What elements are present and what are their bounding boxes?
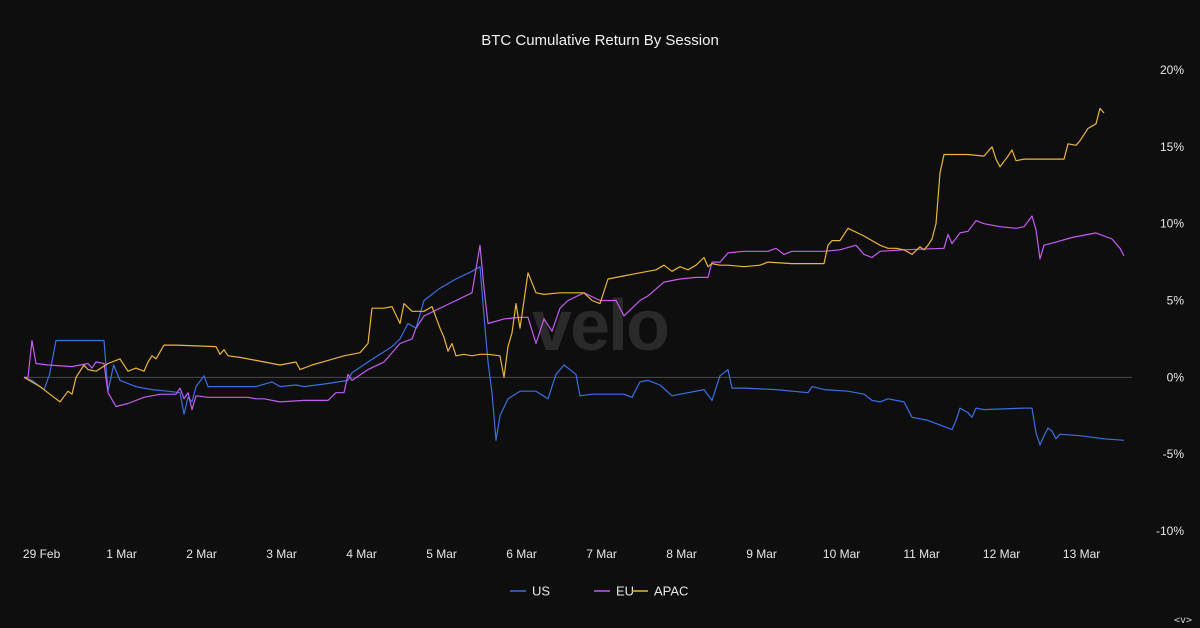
x-tick-label: 6 Mar <box>506 547 537 561</box>
x-tick-label: 7 Mar <box>586 547 617 561</box>
legend-label: US <box>532 584 550 599</box>
corner-glyph: <v> <box>1173 615 1192 626</box>
x-tick-label: 29 Feb <box>23 547 61 561</box>
series-line-eu[interactable] <box>24 215 1125 411</box>
y-tick-label: 10% <box>1160 217 1184 231</box>
y-axis: 20% 15% 10% 5% 0% -5% -10% <box>1156 63 1184 538</box>
series-lines <box>23 107 1125 446</box>
legend-label: APAC <box>654 584 688 599</box>
x-tick-label: 1 Mar <box>106 547 137 561</box>
y-tick-label: 15% <box>1160 140 1184 154</box>
legend[interactable]: US EU APAC <box>510 584 688 599</box>
x-tick-label: 4 Mar <box>346 547 377 561</box>
chart-title: BTC Cumulative Return By Session <box>481 32 719 49</box>
legend-item-eu[interactable]: EU <box>594 584 634 599</box>
x-tick-label: 12 Mar <box>983 547 1020 561</box>
watermark: velo <box>532 286 668 366</box>
y-tick-label: -5% <box>1163 447 1185 461</box>
legend-item-us[interactable]: US <box>510 584 550 599</box>
x-axis: 29 Feb 1 Mar 2 Mar 3 Mar 4 Mar 5 Mar 6 Mar 7 Ma… <box>23 547 1100 561</box>
x-tick-label: 11 Mar <box>903 547 939 561</box>
x-tick-label: 2 Mar <box>186 547 217 561</box>
y-tick-label: 20% <box>1160 63 1184 77</box>
x-tick-label: 8 Mar <box>666 547 697 561</box>
x-tick-label: 9 Mar <box>746 547 777 561</box>
series-line-us[interactable] <box>23 266 1125 446</box>
x-tick-label: 5 Mar <box>426 547 457 561</box>
x-tick-label: 13 Mar <box>1063 547 1100 561</box>
series-line-apac[interactable] <box>23 107 1105 403</box>
y-tick-label: 5% <box>1167 294 1185 308</box>
legend-label: EU <box>616 584 634 599</box>
y-tick-label: 0% <box>1167 370 1185 384</box>
legend-item-apac[interactable]: APAC <box>632 584 688 599</box>
x-tick-label: 10 Mar <box>823 547 860 561</box>
x-tick-label: 3 Mar <box>266 547 297 561</box>
y-tick-label: -10% <box>1156 524 1184 538</box>
